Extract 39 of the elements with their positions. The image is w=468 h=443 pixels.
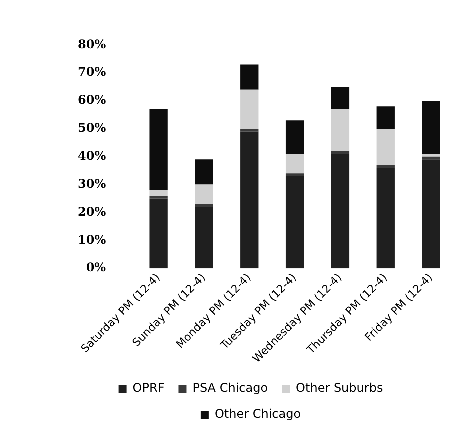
legend-label: Other Chicago xyxy=(214,407,302,422)
bar xyxy=(240,64,259,90)
bar xyxy=(286,120,304,154)
bar xyxy=(150,190,168,196)
y-tick-label: 40% xyxy=(78,149,107,164)
bar xyxy=(376,168,395,269)
y-tick-label: 50% xyxy=(78,121,107,136)
bar xyxy=(331,154,350,269)
bar xyxy=(150,198,168,269)
y-tick-label: 20% xyxy=(78,204,107,219)
bar xyxy=(376,106,395,129)
y-tick-label: 10% xyxy=(78,232,107,247)
y-tick-label: 0% xyxy=(86,260,107,275)
y-tick-label: 70% xyxy=(78,65,107,80)
bar xyxy=(195,184,214,204)
y-tick-label: 30% xyxy=(78,176,107,191)
legend-label: Other Suburbs xyxy=(296,381,384,396)
bar xyxy=(376,128,395,166)
bar xyxy=(422,156,440,160)
bar xyxy=(150,109,168,190)
bar xyxy=(422,101,440,154)
y-tick-label: 60% xyxy=(78,93,107,108)
bar xyxy=(286,176,304,269)
legend-label: PSA Chicago xyxy=(192,381,268,396)
bar xyxy=(150,196,168,199)
bar xyxy=(240,132,259,269)
bar xyxy=(240,90,259,129)
bar xyxy=(286,154,304,174)
bar xyxy=(422,160,440,269)
bar xyxy=(331,87,350,110)
bar xyxy=(195,207,214,269)
y-tick-label: 80% xyxy=(78,37,107,52)
legend-label: OPRF xyxy=(132,381,165,396)
bar xyxy=(422,154,440,157)
bar xyxy=(286,174,304,176)
bar xyxy=(195,160,214,185)
bar xyxy=(240,128,259,132)
bar xyxy=(331,109,350,152)
bar xyxy=(195,204,214,208)
